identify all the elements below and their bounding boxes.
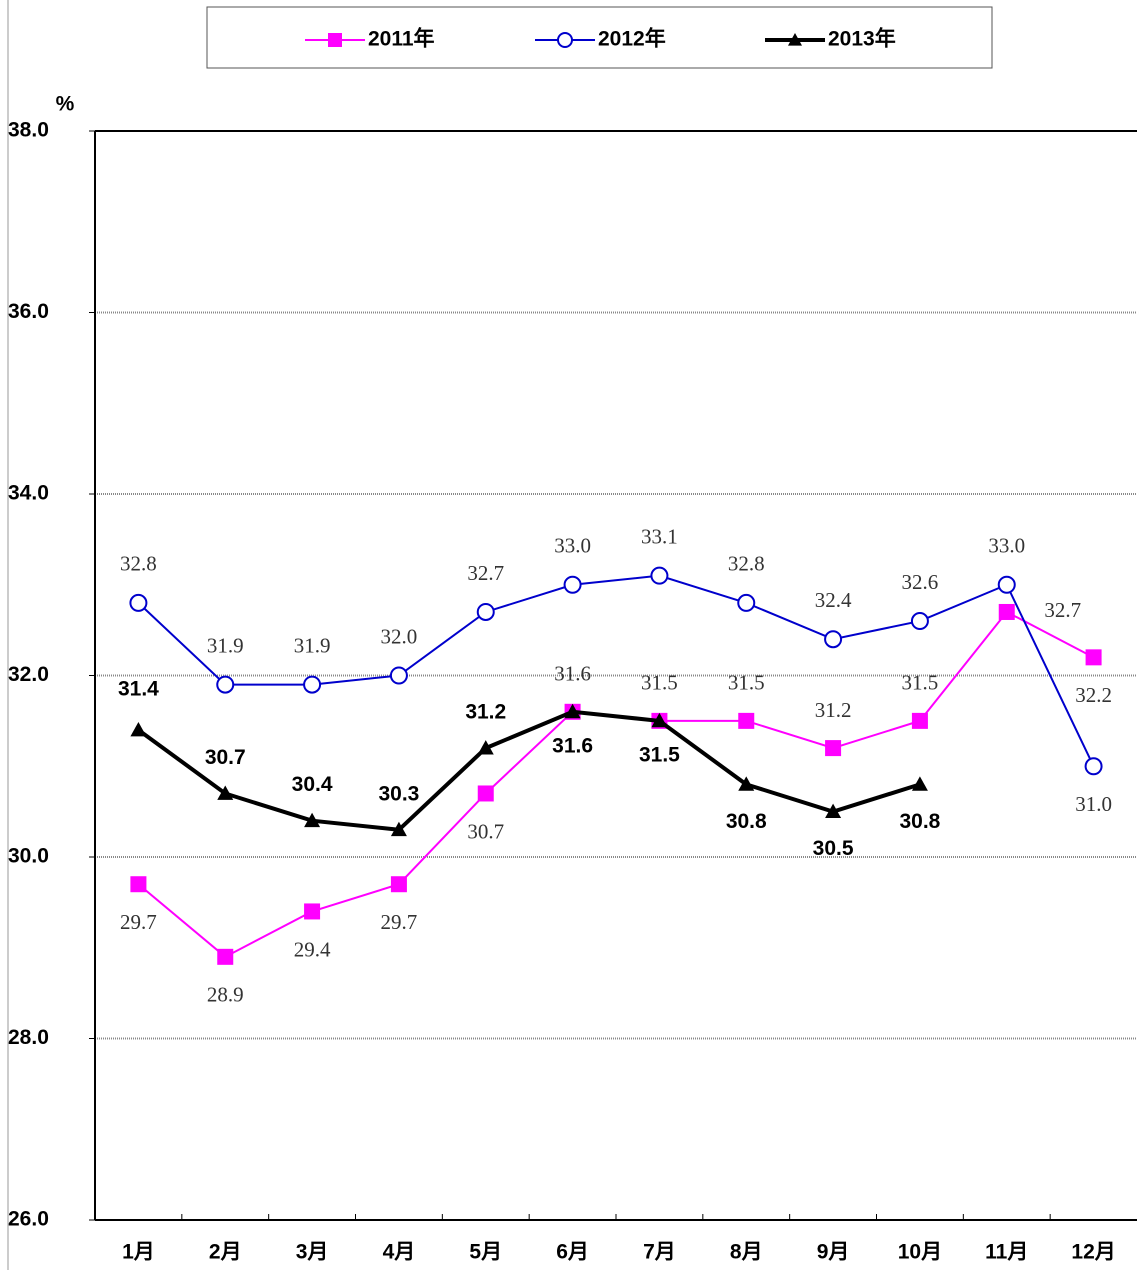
point xyxy=(998,603,1015,620)
point xyxy=(390,876,407,893)
data-label: 28.9 xyxy=(207,983,244,1007)
x-tick-label: 10月 xyxy=(898,1241,942,1264)
data-label: 33.0 xyxy=(554,534,591,558)
point xyxy=(910,612,929,631)
data-label: 30.8 xyxy=(726,810,767,833)
legend-marker xyxy=(328,33,342,47)
y-tick-label: 32.0 xyxy=(8,663,49,686)
legend-label: 2013年 xyxy=(828,27,896,51)
y-tick-label: 34.0 xyxy=(8,482,49,505)
point xyxy=(824,630,843,649)
series-line xyxy=(137,574,1095,767)
data-label: 31.2 xyxy=(815,698,852,722)
data-label: 33.0 xyxy=(988,534,1025,558)
point xyxy=(997,575,1016,594)
data-label: 30.5 xyxy=(813,837,854,860)
data-label: 31.9 xyxy=(294,633,331,657)
data-label: 31.4 xyxy=(118,677,159,700)
data-label: 30.4 xyxy=(292,773,333,796)
point xyxy=(389,666,408,685)
data-label: 30.7 xyxy=(205,746,246,769)
point xyxy=(1085,649,1102,666)
data-label: 31.6 xyxy=(554,662,591,686)
y-tick-label: 30.0 xyxy=(8,845,49,868)
data-label: 31.5 xyxy=(641,671,678,695)
y-tick-label: 28.0 xyxy=(8,1026,49,1049)
y-unit: % xyxy=(56,93,75,116)
x-tick-label: 7月 xyxy=(643,1241,676,1264)
x-tick-label: 3月 xyxy=(296,1241,329,1264)
data-label: 32.7 xyxy=(1044,598,1081,622)
point xyxy=(825,803,842,819)
data-label: 31.2 xyxy=(465,701,506,724)
point xyxy=(217,948,234,965)
point xyxy=(477,740,494,755)
data-label: 32.2 xyxy=(1075,683,1112,707)
data-label: 32.8 xyxy=(120,552,157,576)
data-label: 31.5 xyxy=(639,743,680,766)
data-label: 30.8 xyxy=(899,810,940,833)
y-tick-label: 26.0 xyxy=(8,1208,49,1231)
point xyxy=(216,675,235,694)
data-label: 29.4 xyxy=(294,937,331,961)
series-line xyxy=(137,709,921,832)
data-label: 31.6 xyxy=(552,734,593,757)
data-label: 32.4 xyxy=(815,588,852,612)
point xyxy=(564,703,581,719)
data-label: 31.5 xyxy=(728,671,765,695)
point xyxy=(130,876,147,893)
point xyxy=(304,812,321,828)
legend-marker xyxy=(557,32,573,48)
point xyxy=(217,785,234,800)
y-tick-label: 38.0 xyxy=(8,119,49,142)
data-label: 31.0 xyxy=(1075,792,1112,816)
data-label: 32.7 xyxy=(467,561,504,585)
x-tick-label: 9月 xyxy=(817,1241,850,1264)
point xyxy=(129,593,148,612)
point xyxy=(650,566,669,585)
x-tick-label: 4月 xyxy=(383,1241,416,1264)
x-tick-label: 6月 xyxy=(556,1241,589,1264)
point xyxy=(130,721,147,737)
series-line xyxy=(137,610,1095,959)
point xyxy=(563,575,582,594)
data-label: 33.1 xyxy=(641,524,678,548)
point xyxy=(737,593,756,612)
point xyxy=(476,602,495,621)
legend-label: 2011年 xyxy=(368,27,435,51)
x-tick-label: 1月 xyxy=(122,1241,155,1264)
legend-label: 2012年 xyxy=(598,27,666,51)
x-tick-label: 12月 xyxy=(1071,1241,1115,1264)
point xyxy=(911,776,928,791)
data-label: 32.8 xyxy=(728,552,765,576)
point xyxy=(303,675,322,694)
data-label: 30.7 xyxy=(467,819,504,843)
x-tick-label: 5月 xyxy=(469,1241,502,1264)
data-label: 32.0 xyxy=(381,624,418,648)
point xyxy=(390,821,407,837)
point xyxy=(304,903,321,920)
data-label: 31.5 xyxy=(902,671,939,695)
data-label: 29.7 xyxy=(120,910,157,934)
x-tick-label: 11月 xyxy=(985,1241,1028,1264)
data-label: 30.3 xyxy=(378,782,419,805)
point xyxy=(1084,757,1103,776)
y-tick-label: 36.0 xyxy=(8,300,49,323)
point xyxy=(738,776,755,791)
point xyxy=(911,712,928,729)
data-label: 32.6 xyxy=(902,570,939,594)
x-tick-label: 2月 xyxy=(209,1241,242,1264)
legend-marker xyxy=(788,33,802,46)
data-label: 29.7 xyxy=(381,910,418,934)
point xyxy=(738,712,755,729)
x-tick-label: 8月 xyxy=(730,1241,763,1264)
point xyxy=(651,712,668,728)
point xyxy=(825,740,842,757)
data-label: 31.9 xyxy=(207,633,244,657)
point xyxy=(477,785,494,802)
